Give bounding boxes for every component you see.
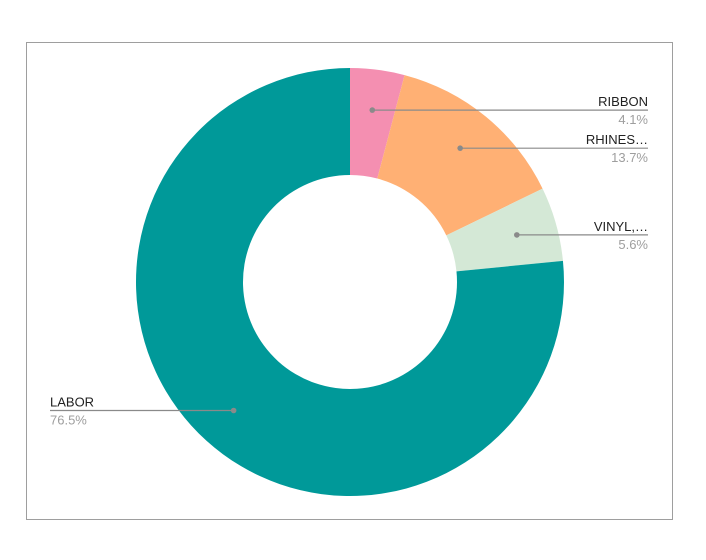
slice-label-ribbon: RIBBON — [598, 94, 648, 109]
leader-dot-vinyl — [514, 232, 520, 238]
donut-slices — [135, 67, 564, 496]
slice-labor[interactable] — [135, 67, 564, 496]
leader-dot-labor — [230, 407, 237, 414]
label-leaders — [50, 107, 648, 414]
slice-ribbon[interactable] — [350, 68, 405, 179]
slice-percent-rhines: 13.7% — [611, 150, 648, 165]
slice-percent-ribbon: 4.1% — [618, 112, 648, 127]
leader-dot-ribbon — [369, 107, 376, 113]
slice-label-labor: LABOR — [50, 394, 94, 409]
slice-labels: RIBBON 4.1% RHINES… 13.7% VINYL,… 5.6% LABOR 76… — [50, 94, 648, 427]
leader-dot-rhines — [457, 145, 463, 151]
slice-rhines[interactable] — [377, 75, 543, 236]
slice-label-vinyl: VINYL,… — [594, 219, 648, 234]
slice-percent-labor: 76.5% — [50, 412, 87, 427]
slice-percent-vinyl: 5.6% — [618, 237, 648, 252]
slice-vinyl[interactable] — [446, 188, 563, 272]
slice-label-rhines: RHINES… — [586, 132, 648, 147]
